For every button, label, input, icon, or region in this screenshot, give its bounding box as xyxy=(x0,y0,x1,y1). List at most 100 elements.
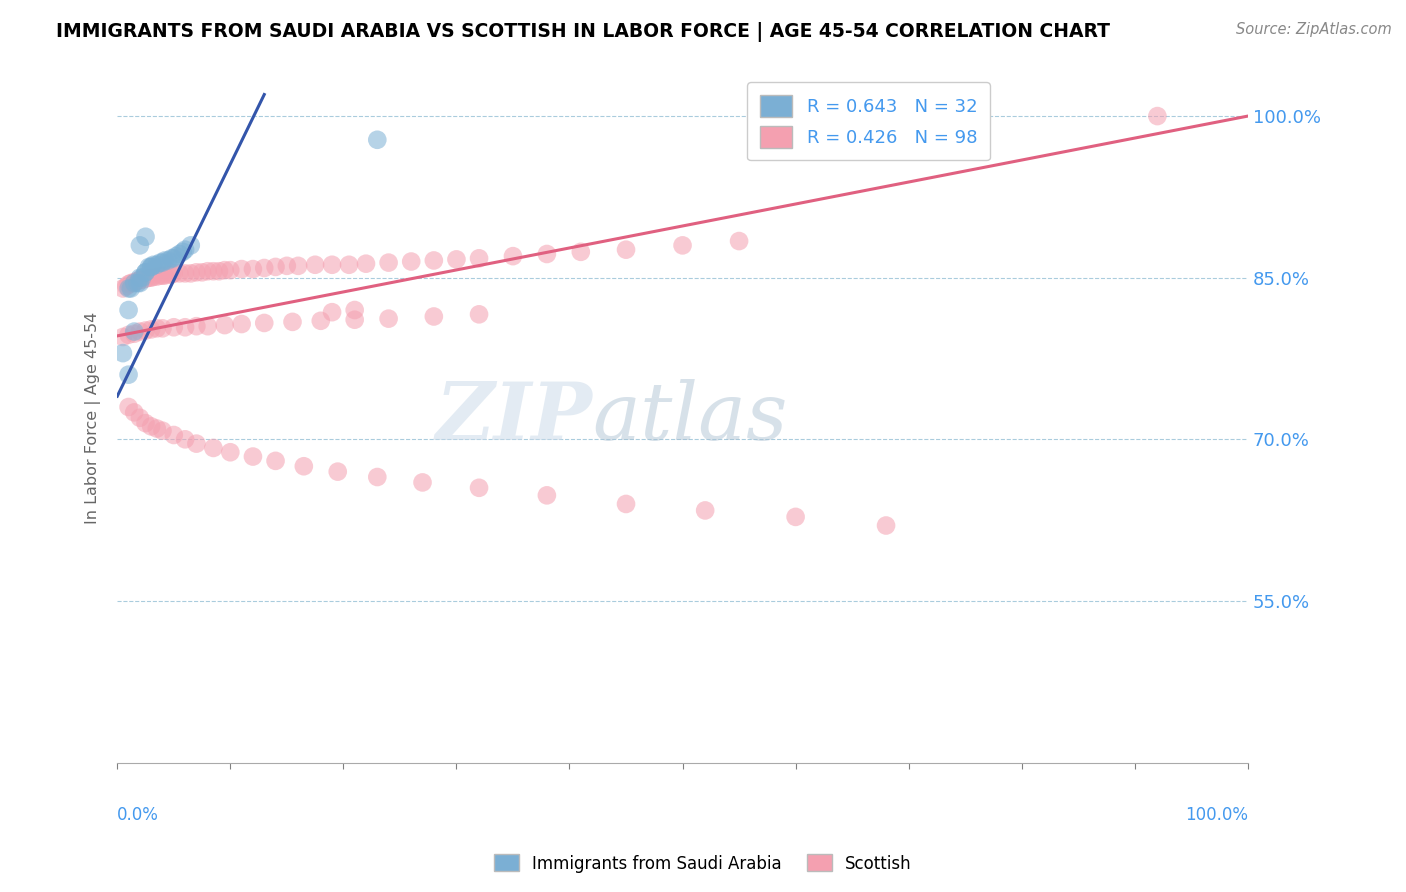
Point xyxy=(197,319,219,334)
Point xyxy=(122,325,145,339)
Point xyxy=(146,269,169,284)
Point xyxy=(128,270,150,285)
Point xyxy=(174,433,197,447)
Text: IMMIGRANTS FROM SAUDI ARABIA VS SCOTTISH IN LABOR FORCE | AGE 45-54 CORRELATION : IMMIGRANTS FROM SAUDI ARABIA VS SCOTTISH… xyxy=(56,22,1111,42)
Point xyxy=(135,265,157,279)
Point xyxy=(785,509,807,524)
Point xyxy=(343,312,366,326)
Point xyxy=(321,305,343,319)
Point xyxy=(423,253,446,268)
Point xyxy=(149,268,172,283)
Point xyxy=(446,252,468,267)
Point xyxy=(186,265,208,279)
Point xyxy=(163,320,186,334)
Point xyxy=(153,268,176,283)
Point xyxy=(128,325,150,339)
Point xyxy=(281,315,304,329)
Point xyxy=(131,270,153,285)
Point xyxy=(875,518,897,533)
Point xyxy=(117,277,139,292)
Point xyxy=(253,260,276,275)
Point xyxy=(219,445,242,459)
Point xyxy=(321,258,343,272)
Point xyxy=(202,441,225,455)
Point xyxy=(399,254,422,268)
Point xyxy=(111,330,134,344)
Point xyxy=(115,279,138,293)
Point xyxy=(172,244,194,259)
Point xyxy=(127,274,149,288)
Point xyxy=(152,268,174,283)
Point xyxy=(468,307,491,321)
Point xyxy=(536,488,558,502)
Point xyxy=(287,259,309,273)
Text: ZIP: ZIP xyxy=(436,379,592,457)
Point xyxy=(354,257,377,271)
Point xyxy=(122,276,145,290)
Text: 0.0%: 0.0% xyxy=(117,805,159,823)
Point xyxy=(135,265,157,279)
Point xyxy=(122,405,145,419)
Point xyxy=(169,247,191,261)
Point xyxy=(157,253,180,268)
Point xyxy=(135,229,157,244)
Point xyxy=(141,270,163,285)
Point xyxy=(423,310,446,324)
Point xyxy=(292,459,315,474)
Point xyxy=(377,255,399,269)
Point xyxy=(276,259,298,273)
Point xyxy=(242,450,264,464)
Point xyxy=(128,238,150,252)
Point xyxy=(128,410,150,425)
Point xyxy=(135,324,157,338)
Point xyxy=(377,311,399,326)
Point xyxy=(127,276,149,290)
Legend: R = 0.643   N = 32, R = 0.426   N = 98: R = 0.643 N = 32, R = 0.426 N = 98 xyxy=(747,82,990,161)
Point xyxy=(671,238,693,252)
Point xyxy=(468,481,491,495)
Point xyxy=(242,262,264,277)
Point xyxy=(128,273,150,287)
Point xyxy=(468,252,491,266)
Point xyxy=(120,281,142,295)
Point xyxy=(253,316,276,330)
Point xyxy=(135,272,157,286)
Point xyxy=(343,303,366,318)
Point xyxy=(141,419,163,434)
Point xyxy=(117,368,139,382)
Point xyxy=(152,255,174,269)
Point xyxy=(536,247,558,261)
Point xyxy=(117,281,139,295)
Point xyxy=(197,264,219,278)
Point xyxy=(186,319,208,334)
Point xyxy=(412,475,434,490)
Point xyxy=(180,266,202,280)
Point xyxy=(111,281,134,295)
Text: atlas: atlas xyxy=(592,379,787,457)
Point xyxy=(122,275,145,289)
Point xyxy=(304,258,326,272)
Point xyxy=(214,263,236,277)
Point xyxy=(174,243,197,257)
Point xyxy=(231,317,253,331)
Point xyxy=(117,303,139,318)
Point xyxy=(728,234,751,248)
Point xyxy=(141,260,163,274)
Legend: Immigrants from Saudi Arabia, Scottish: Immigrants from Saudi Arabia, Scottish xyxy=(488,847,918,880)
Point xyxy=(264,454,287,468)
Point xyxy=(309,314,332,328)
Point xyxy=(202,264,225,278)
Point xyxy=(153,253,176,268)
Point xyxy=(1146,109,1168,123)
Point xyxy=(695,503,717,517)
Point xyxy=(117,327,139,342)
Point xyxy=(128,276,150,290)
Point xyxy=(163,266,186,280)
Point xyxy=(160,252,183,266)
Point xyxy=(157,268,180,282)
Point xyxy=(326,465,349,479)
Point xyxy=(174,320,197,334)
Text: Source: ZipAtlas.com: Source: ZipAtlas.com xyxy=(1236,22,1392,37)
Point xyxy=(174,266,197,280)
Point xyxy=(138,270,160,285)
